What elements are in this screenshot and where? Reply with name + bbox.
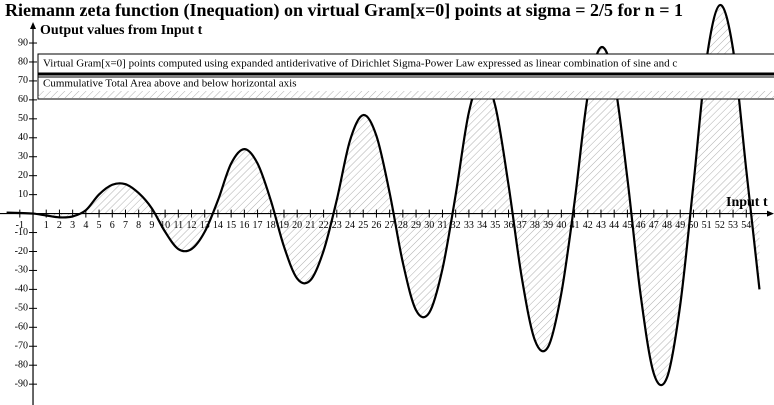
- y-tick-label: -30: [15, 265, 28, 276]
- x-tick-label: 24: [345, 220, 355, 231]
- x-tick-label: 48: [662, 220, 672, 231]
- x-tick-label: 28: [398, 220, 408, 231]
- x-tick-label: 23: [332, 220, 342, 231]
- x-tick-label: 40: [556, 220, 566, 231]
- x-tick-label: 6: [110, 220, 115, 231]
- y-tick-label: -40: [15, 284, 28, 295]
- y-tick-label: 60: [18, 94, 28, 105]
- x-tick-label: 26: [371, 220, 381, 231]
- x-tick-label: 36: [504, 220, 514, 231]
- x-tick-label: 17: [253, 220, 263, 231]
- y-tick-label: -80: [15, 359, 28, 370]
- y-tick-label: 20: [18, 170, 28, 181]
- y-tick-label: -10: [15, 227, 28, 238]
- y-tick-label: -90: [15, 378, 28, 389]
- x-tick-label: 14: [213, 220, 223, 231]
- legend: Virtual Gram[x=0] points computed using …: [37, 53, 774, 100]
- x-axis-label: Input t: [726, 195, 768, 210]
- x-tick-label: -1: [16, 220, 24, 231]
- x-tick-label: 29: [411, 220, 421, 231]
- x-tick-label: 5: [97, 220, 102, 231]
- x-tick-label: 37: [517, 220, 527, 231]
- x-tick-label: 39: [543, 220, 553, 231]
- x-tick-label: 18: [266, 220, 276, 231]
- x-tick-label: 25: [358, 220, 368, 231]
- x-tick-label: 30: [424, 220, 434, 231]
- y-axis-label: Output values from Input t: [40, 23, 203, 38]
- x-tick-label: 31: [437, 220, 447, 231]
- x-tick-label: 43: [596, 220, 606, 231]
- x-tick-label: 34: [477, 220, 487, 231]
- x-tick-label: 27: [385, 220, 395, 231]
- x-tick-label: 49: [675, 220, 685, 231]
- x-tick-label: 13: [200, 220, 210, 231]
- y-tick-label: -60: [15, 322, 28, 333]
- x-tick-label: 3: [70, 220, 75, 231]
- x-tick-label: 4: [83, 220, 88, 231]
- x-tick-label: 47: [649, 220, 659, 231]
- legend-swatch: [38, 91, 774, 98]
- y-tick-label: 80: [18, 56, 28, 67]
- x-tick-label: 45: [622, 220, 632, 231]
- x-tick-label: 20: [292, 220, 302, 231]
- x-tick-label: 11: [173, 220, 183, 231]
- x-tick-label: 53: [728, 220, 738, 231]
- x-axis-arrow: [767, 210, 774, 217]
- x-tick-label: 16: [239, 220, 249, 231]
- x-tick-label: 33: [464, 220, 474, 231]
- y-tick-label: 10: [18, 189, 28, 200]
- x-tick-label: 38: [530, 220, 540, 231]
- x-tick-label: 15: [226, 220, 236, 231]
- x-tick-label: 1: [44, 220, 49, 231]
- y-tick-label: -20: [15, 246, 28, 257]
- x-tick-label: 50: [688, 220, 698, 231]
- x-tick-label: 2: [57, 220, 62, 231]
- x-tick-label: 9: [149, 220, 154, 231]
- x-tick-label: 22: [319, 220, 329, 231]
- x-tick-label: 12: [187, 220, 197, 231]
- x-tick-label: 42: [583, 220, 593, 231]
- chart-title: Riemann zeta function (Inequation) on vi…: [5, 0, 683, 21]
- line: [6, 4, 761, 387]
- x-tick-label: 8: [136, 220, 141, 231]
- y-tick-label: 40: [18, 132, 28, 143]
- x-tick-label: 21: [305, 220, 315, 231]
- y-tick-label: -50: [15, 303, 28, 314]
- y-axis-arrow: [30, 22, 37, 29]
- x-tick-label: 44: [609, 220, 619, 231]
- x-tick-label: 32: [451, 220, 461, 231]
- y-tick-label: 30: [18, 151, 28, 162]
- x-tick-label: 54: [741, 220, 751, 231]
- legend-label: Cummulative Total Area above and below h…: [43, 78, 297, 90]
- x-tick-label: 35: [490, 220, 500, 231]
- x-tick-label: 52: [715, 220, 725, 231]
- legend-label: Virtual Gram[x=0] points computed using …: [43, 58, 677, 70]
- x-tick-label: 46: [636, 220, 646, 231]
- x-tick-label: 10: [160, 220, 170, 231]
- x-tick-label: 51: [702, 220, 712, 231]
- y-tick-label: 90: [18, 37, 28, 48]
- plot-area: -1 1 2 3 4 5 6 7 8 9 10 11 12 13 14 15 16 17 18 19 20 21 22 23 2…: [0, 4, 774, 405]
- x-tick-label: 41: [570, 220, 580, 231]
- y-tick-label: 70: [18, 75, 28, 86]
- y-tick-label: -70: [15, 341, 28, 352]
- x-tick-label: 7: [123, 220, 128, 231]
- x-tick-label: 19: [279, 220, 289, 231]
- area: [6, 5, 760, 386]
- y-tick-label: 50: [18, 113, 28, 124]
